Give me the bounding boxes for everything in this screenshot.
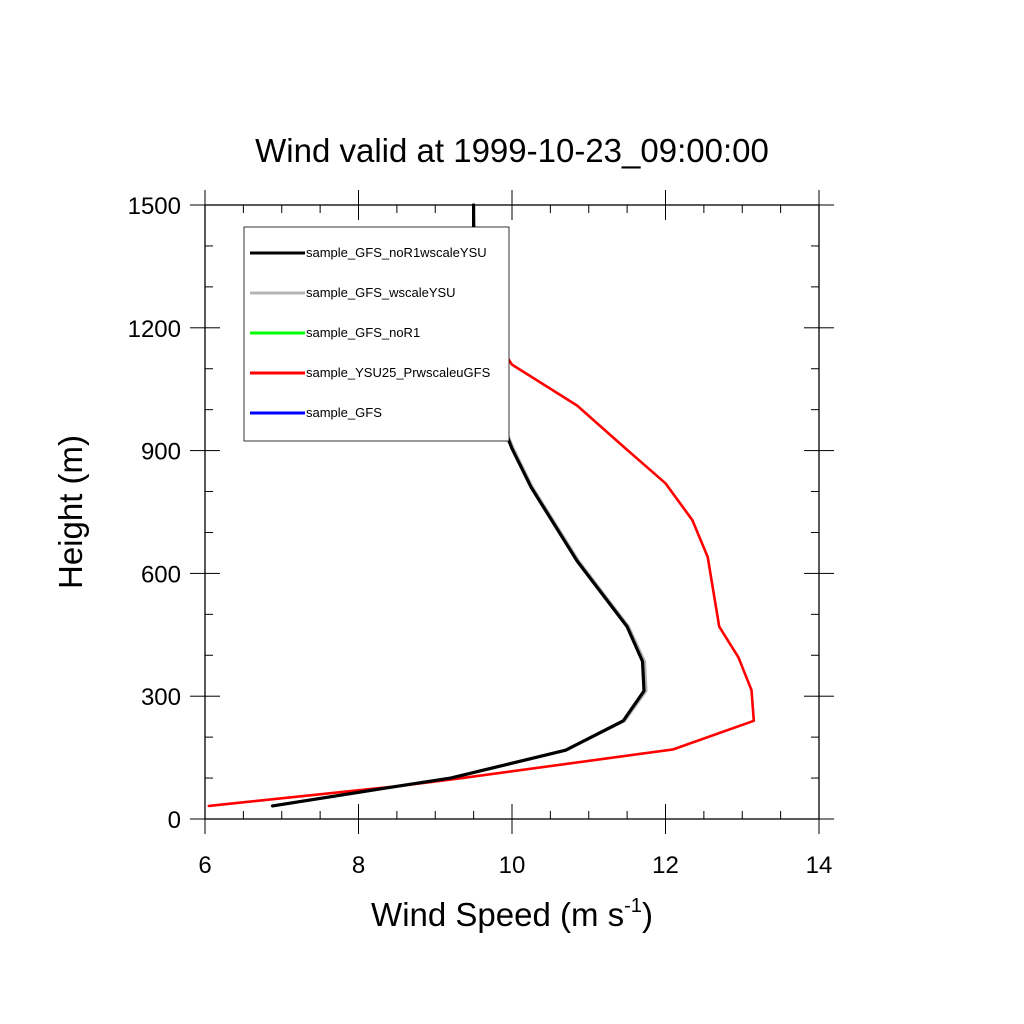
y-tick-label: 600 xyxy=(141,561,181,588)
legend-label: sample_GFS_noR1 xyxy=(306,325,420,340)
x-axis-title-main: Wind Speed (m s xyxy=(371,896,624,933)
x-axis-title-tail: ) xyxy=(642,896,653,933)
y-tick-label: 300 xyxy=(141,684,181,711)
x-axis-title: Wind Speed (m s-1) xyxy=(371,895,653,933)
legend: sample_GFS_noR1wscaleYSU sample_GFS_wscal… xyxy=(243,226,510,442)
x-tick-label: 8 xyxy=(352,852,365,879)
x-tick-label: 12 xyxy=(652,852,679,879)
y-tick-label: 900 xyxy=(141,439,181,466)
x-tick-label: 14 xyxy=(806,852,833,879)
legend-label: sample_GFS_noR1wscaleYSU xyxy=(306,245,487,260)
tick-labels: 6 8 10 12 14 0 300 600 900 1200 1500 xyxy=(128,193,833,879)
y-axis-title: Height (m) xyxy=(52,435,89,589)
x-tick-label: 10 xyxy=(499,852,526,879)
axis-ticks xyxy=(190,190,834,834)
x-tick-label: 6 xyxy=(198,852,211,879)
x-axis-title-sup: -1 xyxy=(624,895,642,917)
legend-label: sample_GFS_wscaleYSU xyxy=(306,285,456,300)
chart-title: Wind valid at 1999-10-23_09:00:00 xyxy=(255,132,769,169)
y-tick-label: 1200 xyxy=(128,316,181,343)
y-tick-label: 1500 xyxy=(128,193,181,220)
legend-label: sample_GFS xyxy=(306,405,382,420)
legend-label: sample_YSU25_PrwscaleuGFS xyxy=(306,365,491,380)
y-tick-label: 0 xyxy=(168,807,181,834)
